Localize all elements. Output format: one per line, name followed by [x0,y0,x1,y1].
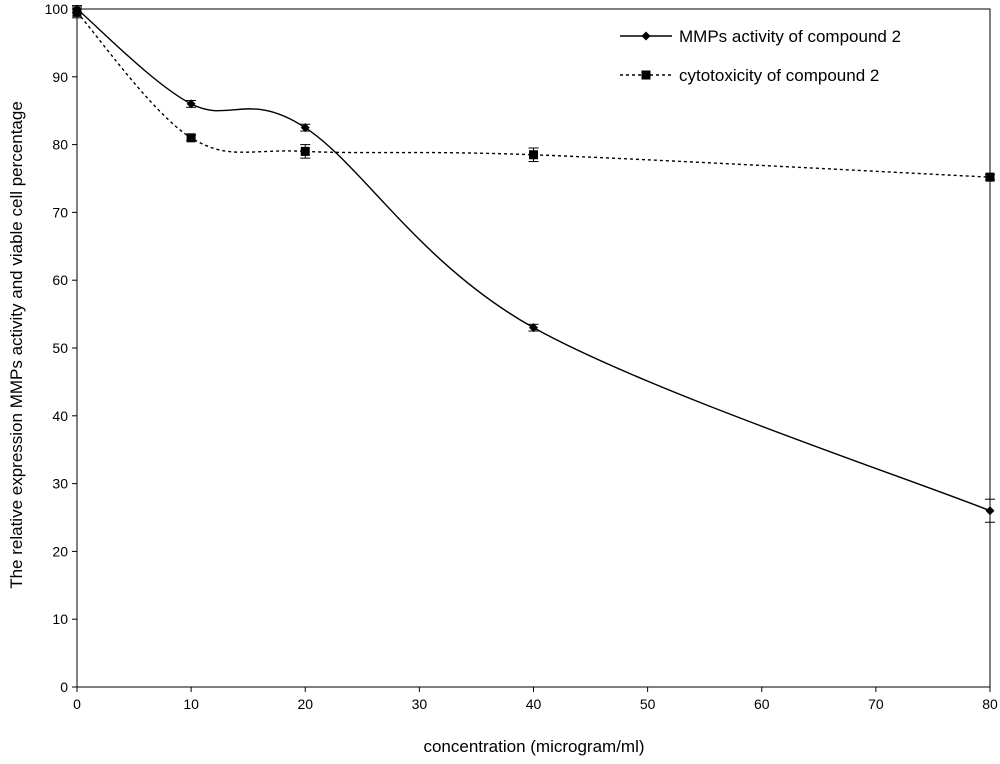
x-tick-label: 70 [868,696,884,712]
y-tick-label: 50 [52,340,68,356]
ticks: 0 10 20 30 40 50 60 70 80 90 100 0 10 20 30 40 50 60 70 80 [45,1,998,712]
data-point [300,146,310,156]
y-tick-label: 60 [52,272,68,288]
legend-marker [641,70,651,80]
y-tick-label: 30 [52,476,68,492]
data-point [186,99,196,109]
y-tick-label: 100 [45,1,69,17]
x-tick-label: 50 [640,696,656,712]
series [72,4,995,523]
data-point [72,7,82,17]
data-point [300,123,310,133]
y-tick-label: 40 [52,408,68,424]
x-tick-label: 20 [297,696,313,712]
y-tick-label: 80 [52,137,68,153]
legend-entry-1: MMPs activity of compound 2 [620,27,901,46]
y-tick-label: 70 [52,204,68,220]
series-line [76,11,991,178]
legend: MMPs activity of compound 2 cytotoxicity … [620,27,901,85]
data-point [985,506,995,516]
y-tick-label: 0 [60,679,68,695]
y-axis-title: The relative expression MMPs activity an… [7,101,26,589]
data-point [529,323,538,333]
x-tick-label: 10 [183,696,199,712]
data-point [985,172,995,182]
data-point [186,133,196,143]
x-tick-label: 80 [982,696,998,712]
y-tick-label: 10 [52,611,68,627]
x-tick-label: 30 [412,696,428,712]
y-tick-label: 20 [52,543,68,559]
y-tick-label: 90 [52,69,68,85]
x-tick-label: 60 [754,696,770,712]
data-point [529,150,538,160]
legend-entry-2: cytotoxicity of compound 2 [620,66,879,85]
x-tick-label: 40 [526,696,542,712]
series-2 [72,6,995,182]
legend-marker [641,31,651,41]
legend-label: MMPs activity of compound 2 [679,27,901,46]
x-axis-title: concentration (microgram/ml) [423,737,644,756]
series-line [76,8,991,512]
legend-label: cytotoxicity of compound 2 [679,66,879,85]
x-tick-label: 0 [73,696,81,712]
